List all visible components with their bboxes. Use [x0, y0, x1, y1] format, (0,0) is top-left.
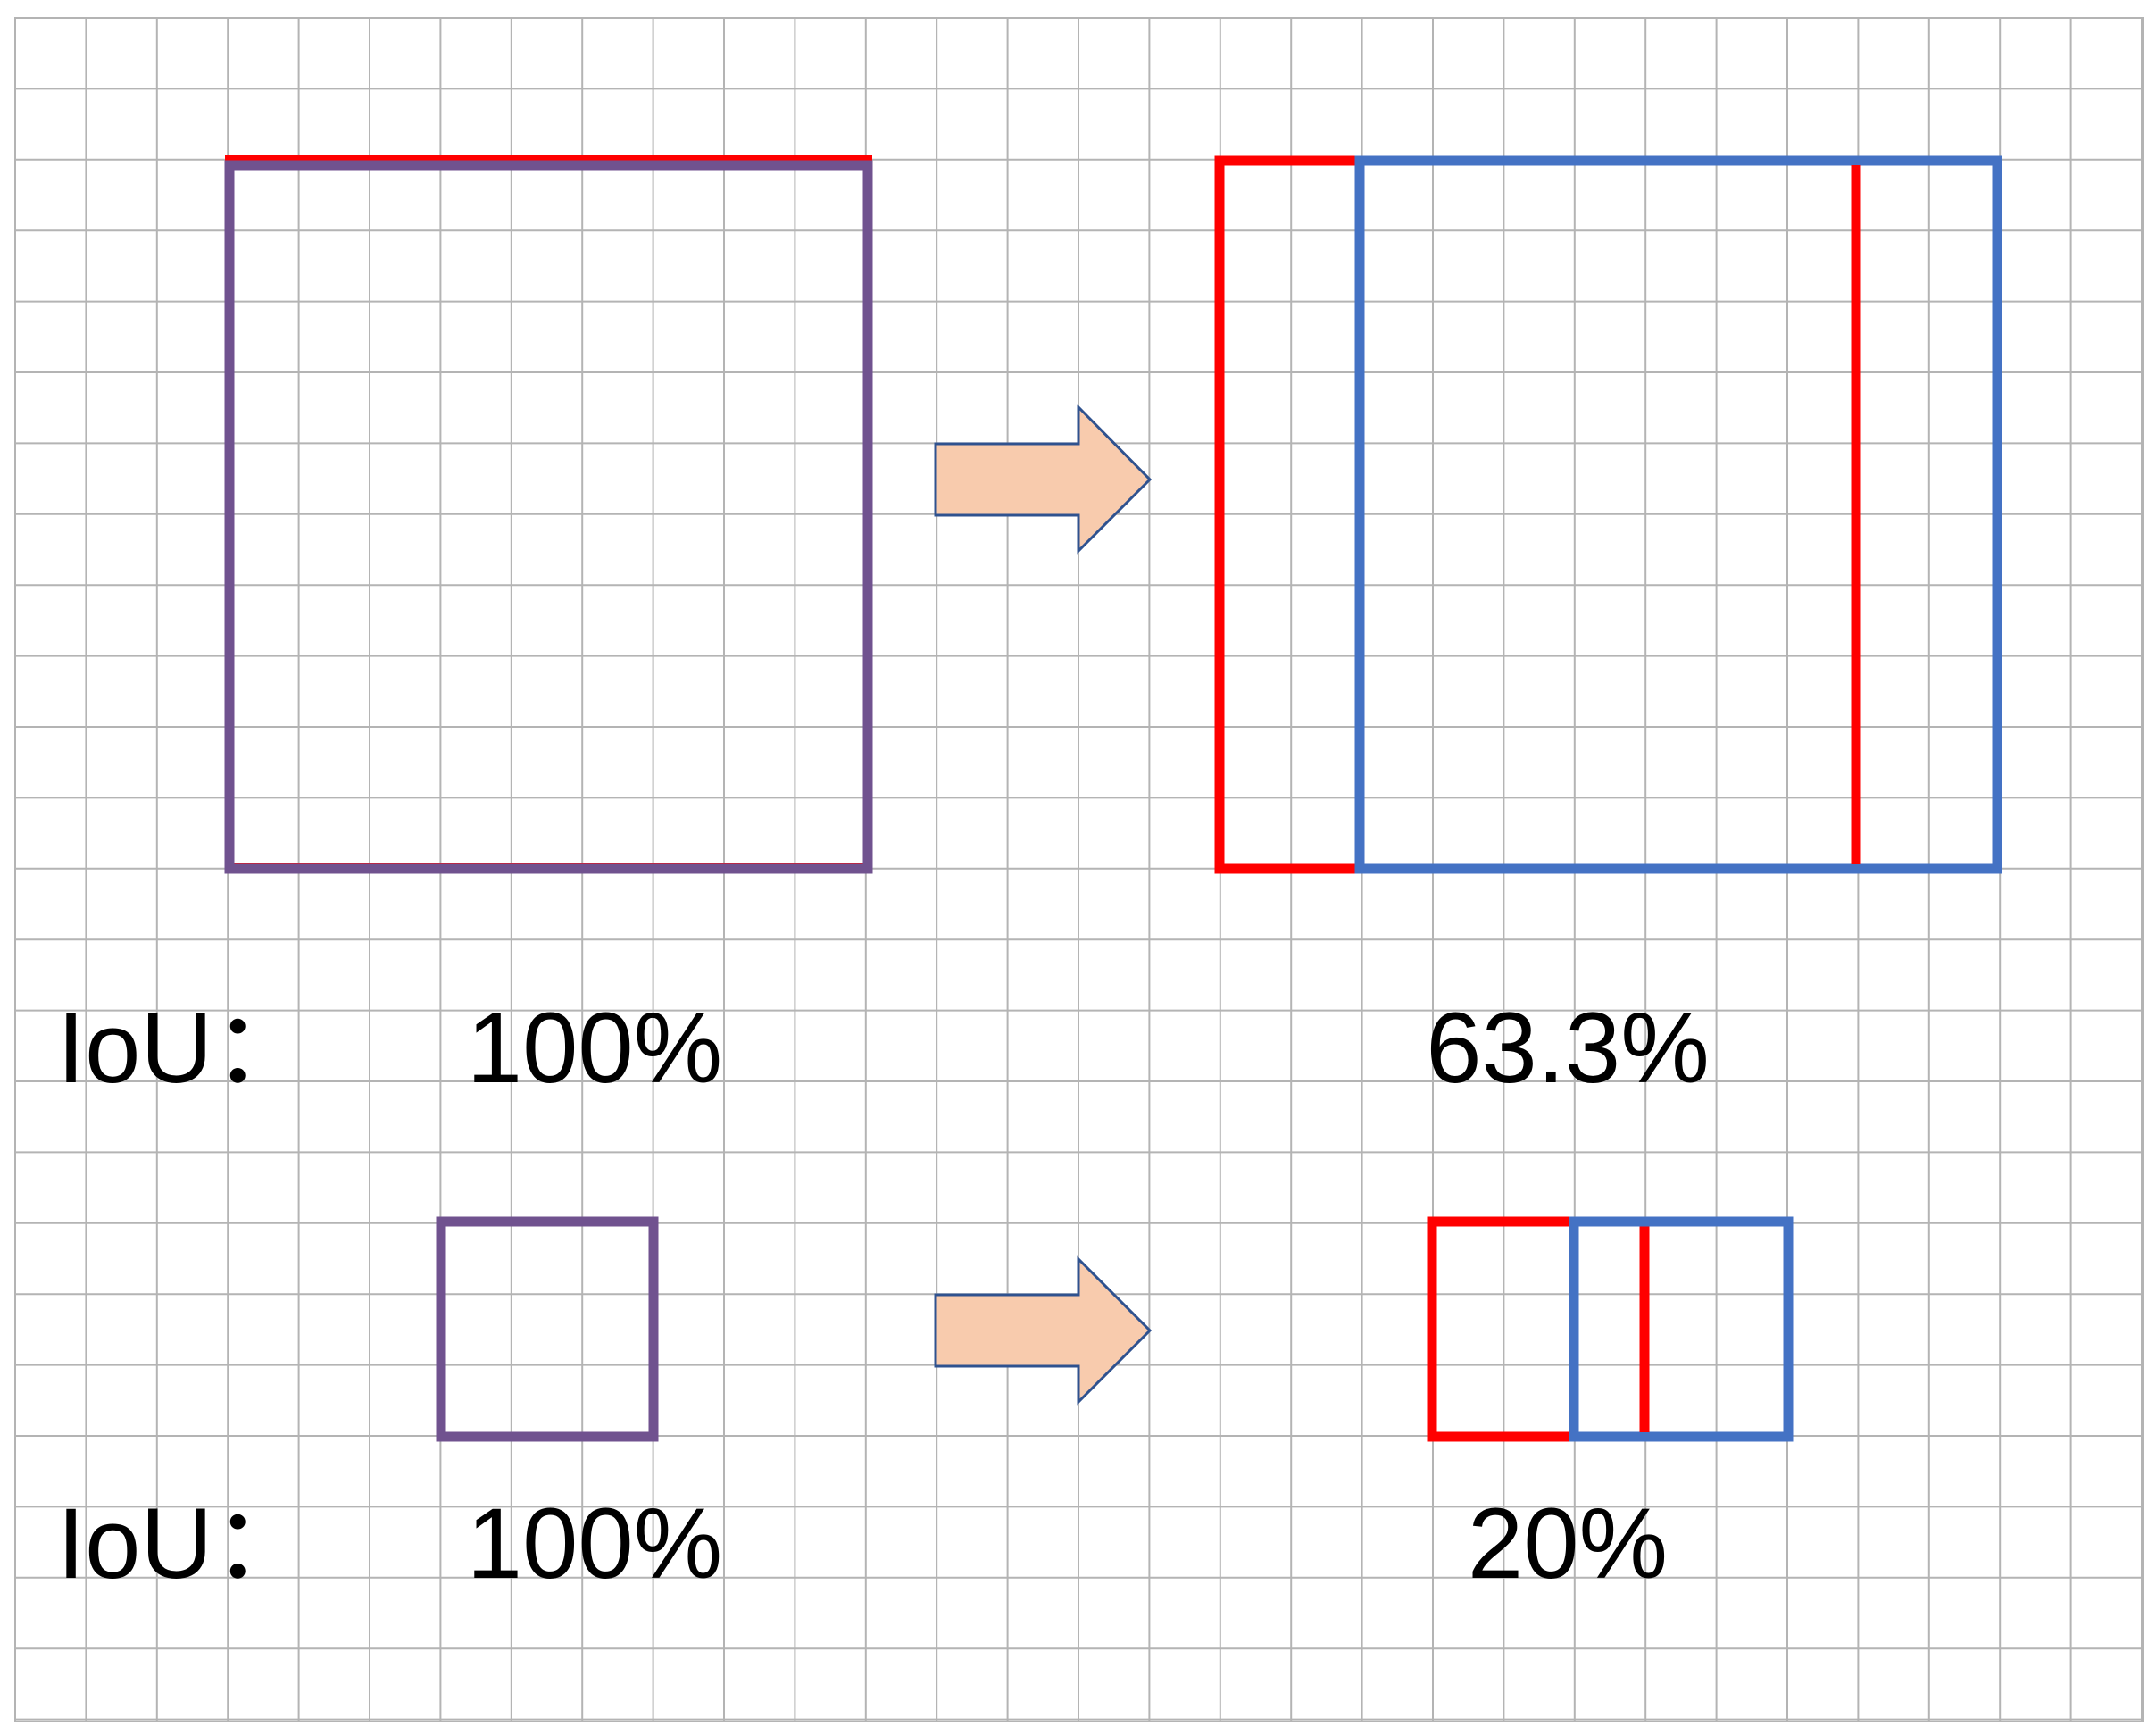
iou-label-bottom: IoU：: [57, 1488, 313, 1599]
grid-border: [14, 17, 2144, 1722]
top-right-predicted-box: [1354, 155, 2002, 874]
bottom-left-overlap-box: [436, 1216, 659, 1442]
top-right-boxes: [1214, 155, 2002, 874]
bottom-right-ground-truth-box: [1427, 1216, 1650, 1442]
top-left-overlap-box: [224, 160, 873, 874]
top-left-boxes: [224, 155, 873, 874]
iou-value-bottom-right: 20%: [1467, 1488, 1669, 1599]
top-arrow-icon: [934, 404, 1153, 555]
bottom-right-predicted-box: [1569, 1216, 1794, 1442]
bottom-arrow-icon: [934, 1255, 1153, 1406]
iou-value-top-right: 63.3%: [1426, 992, 1710, 1104]
bottom-right-boxes: [1427, 1216, 1794, 1442]
iou-label-top: IoU：: [57, 992, 313, 1104]
iou-value-bottom-left: 100%: [466, 1488, 723, 1599]
iou-value-top-left: 100%: [466, 992, 723, 1104]
